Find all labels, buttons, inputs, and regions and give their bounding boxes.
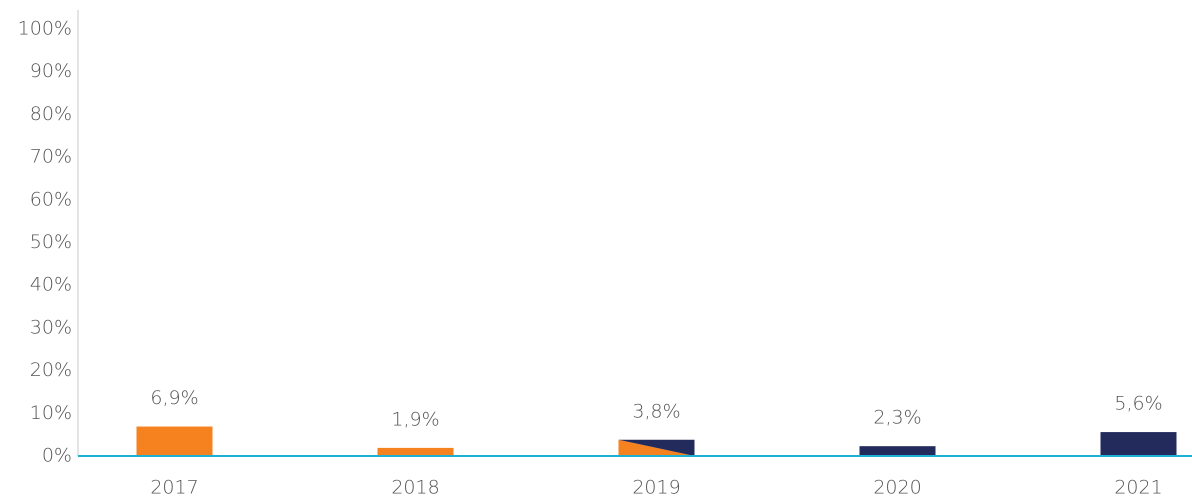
x-tick-label: 2017 [150,477,198,499]
bar [1100,432,1177,456]
y-tick-label: 40% [30,274,72,296]
data-label: 5,6% [1114,393,1162,415]
y-tick-label: 80% [30,103,72,125]
data-label: 2,3% [873,407,921,429]
y-tick-label: 50% [30,231,72,253]
bar [136,426,213,456]
y-tick-label: 0% [42,445,72,467]
bar [859,446,936,456]
y-tick-label: 90% [30,60,72,82]
y-tick-label: 10% [30,402,72,424]
y-tick-label: 20% [30,359,72,381]
x-tick-label: 2018 [391,477,439,499]
x-tick-label: 2019 [632,477,680,499]
y-tick-label: 60% [30,188,72,210]
data-label: 3,8% [632,400,680,422]
y-tick-label: 100% [18,18,72,40]
bar-part [618,439,695,456]
data-label: 6,9% [150,387,198,409]
y-tick-label: 70% [30,146,72,168]
x-tick-label: 2021 [1114,477,1162,499]
data-label: 1,9% [391,408,439,430]
x-tick-label: 2020 [873,477,921,499]
bar [377,447,454,456]
y-tick-label: 30% [30,316,72,338]
